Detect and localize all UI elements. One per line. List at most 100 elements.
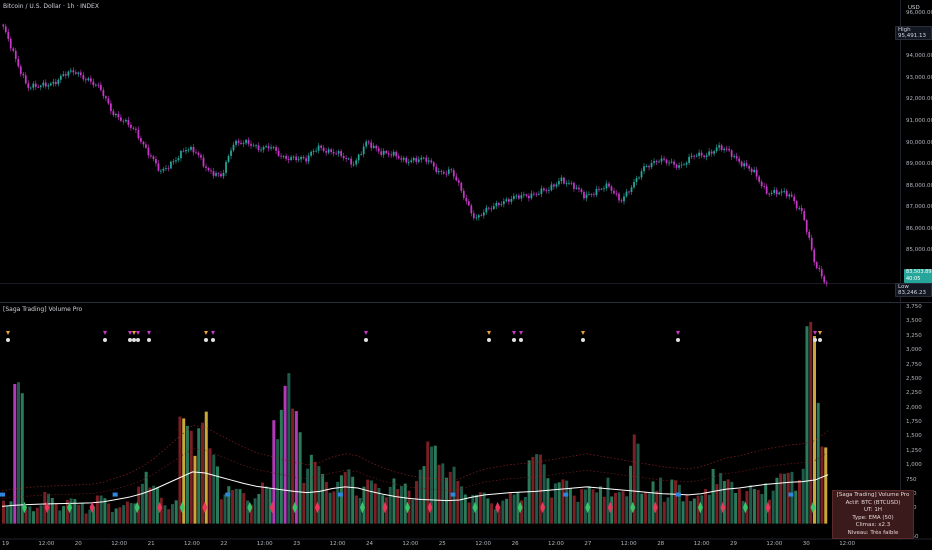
candle-body [12, 48, 15, 51]
volume-bar [415, 481, 419, 524]
indicator-title[interactable]: [Saga Trading] Volume Pro [3, 306, 83, 313]
signal-marker [382, 501, 388, 514]
candle-body [432, 162, 435, 167]
volume-bar [737, 489, 741, 524]
candle-body [818, 268, 821, 270]
volume-bar [219, 499, 223, 524]
signal-marker [202, 501, 208, 514]
volume-bar [565, 480, 569, 524]
candle-body [588, 194, 590, 195]
signal-marker [157, 501, 163, 514]
candle-body [170, 161, 172, 169]
candle-body [713, 151, 715, 154]
candle-body [207, 167, 210, 171]
signal-arrow-icon [512, 331, 516, 335]
candle-body [330, 149, 333, 152]
candle-body [255, 145, 257, 147]
candle-body [823, 276, 826, 283]
volume-bar [197, 428, 201, 524]
candle-body [97, 84, 100, 86]
volume-bar [561, 479, 565, 524]
price-tick-label: 91,000.00 [906, 118, 932, 124]
candle-body [685, 162, 688, 165]
candle-body [172, 161, 175, 163]
candle-body [512, 196, 515, 199]
volume-bar [824, 447, 828, 524]
volume-bar [486, 498, 490, 524]
signal-marker [179, 501, 185, 514]
volume-bar [430, 446, 434, 524]
price-axis[interactable] [900, 0, 932, 540]
volume-bar [167, 509, 171, 524]
signal-skull-icon [204, 338, 208, 342]
candle-body [52, 81, 55, 84]
volume-bar [257, 493, 261, 524]
candle-body [397, 156, 400, 159]
candle-body [750, 168, 753, 173]
candle-body [142, 141, 145, 145]
candle-body [740, 161, 743, 167]
candle-body [320, 145, 323, 148]
volume-tick-label: 3,250 [906, 332, 922, 339]
last-price-countdown: 40:05 [906, 276, 921, 282]
candle-body [738, 158, 741, 162]
signal-arrow-icon [128, 331, 132, 335]
candle-body [628, 191, 630, 193]
candle-body [462, 190, 465, 198]
candle-body [445, 173, 448, 175]
currency-label[interactable]: USD [908, 5, 920, 11]
legend-title: [Saga Trading] Volume Pro [836, 492, 910, 498]
volume-bar [771, 490, 775, 524]
pane-divider[interactable] [0, 302, 932, 303]
candle-body [810, 237, 813, 250]
signal-skull-icon [132, 338, 136, 342]
volume-bar [216, 466, 220, 524]
signal-arrow-icon [364, 331, 368, 335]
candle-body [265, 146, 267, 148]
volume-bar [426, 441, 430, 524]
candle-body [187, 149, 190, 151]
candle-body [648, 166, 650, 168]
candle-body [598, 188, 600, 190]
volume-bar [662, 501, 666, 524]
volume-bar [734, 492, 738, 524]
volume-bar [174, 500, 178, 524]
signal-arrow-icon [818, 331, 822, 335]
candle-body [472, 213, 475, 219]
signal-marker [359, 501, 365, 514]
candle-body [755, 169, 758, 177]
candle-body [182, 150, 185, 152]
candle-body [748, 165, 751, 169]
volume-bar [223, 494, 227, 524]
volume-bar [343, 471, 347, 524]
price-tick-label: 92,000.00 [906, 96, 932, 103]
signal-arrow-icon [6, 331, 10, 335]
high-value: 95,491.13 [898, 33, 926, 39]
candle-body [710, 151, 713, 154]
signal-marker [742, 501, 748, 514]
volume-bar [711, 469, 715, 524]
candle-body [87, 78, 90, 81]
volume-bar [204, 411, 208, 524]
candle-body [417, 159, 420, 162]
candle-body [523, 194, 525, 196]
volume-bar [373, 483, 377, 524]
candle-body [19, 66, 22, 74]
volume-bar [696, 495, 700, 524]
candle-body [215, 173, 217, 176]
candle-body [425, 157, 428, 162]
candle-body [673, 161, 675, 165]
candle-body [608, 183, 610, 187]
signal-arrow-icon [136, 331, 140, 335]
signal-skull-icon [519, 338, 523, 342]
candle-body [247, 139, 250, 144]
candle-body [477, 215, 480, 218]
candle-body [728, 148, 731, 151]
signal-marker [788, 492, 794, 497]
volume-bar [328, 492, 332, 524]
volume-bar [118, 507, 122, 524]
price-tick-label: 94,000.00 [906, 53, 932, 60]
volume-bar [760, 493, 764, 524]
